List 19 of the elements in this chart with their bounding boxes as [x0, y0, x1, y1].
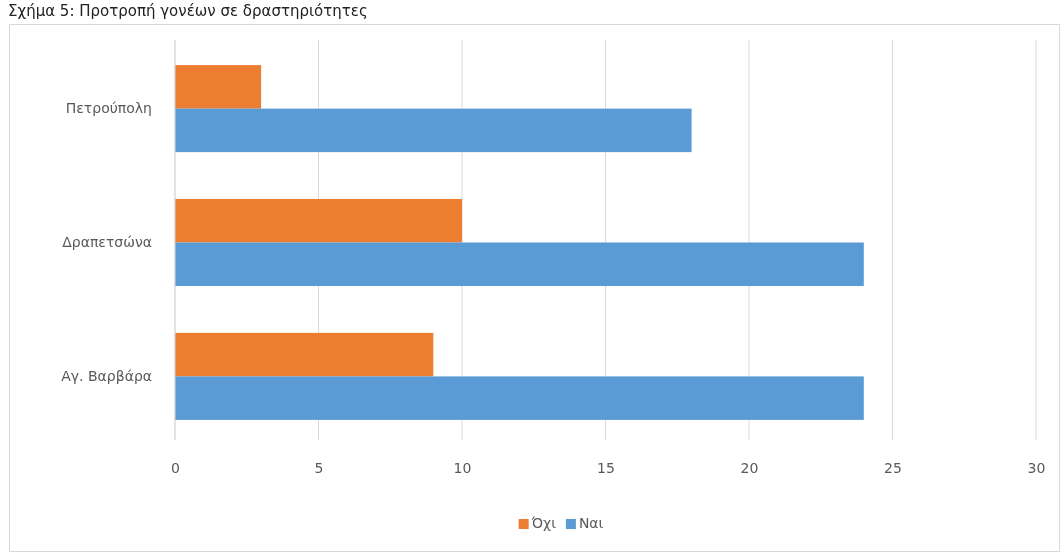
x-tick-label: 20	[740, 459, 759, 476]
bar	[175, 198, 462, 243]
y-tick-label: Δραπετσώνα	[62, 233, 152, 250]
x-tick-label: 10	[453, 459, 472, 476]
x-tick-label: 15	[597, 459, 615, 476]
x-tick-label: 30	[1027, 459, 1046, 476]
chart-title: Σχήμα 5: Προτροπή γονέων σε δραστηριότητες	[8, 2, 368, 20]
y-tick-label: Πετρούπολη	[65, 100, 152, 117]
legend-label: Όχι	[530, 515, 557, 531]
y-tick-label: Αγ. Βαρβάρα	[61, 367, 152, 384]
bar	[175, 65, 262, 109]
legend-label: Ναι	[578, 515, 604, 531]
bar	[175, 376, 864, 420]
bar	[175, 332, 434, 377]
bar	[175, 242, 864, 287]
x-tick-label: 25	[884, 459, 902, 476]
x-tick-label: 5	[314, 459, 324, 476]
x-tick-label: 0	[171, 459, 180, 476]
bar	[175, 108, 692, 153]
